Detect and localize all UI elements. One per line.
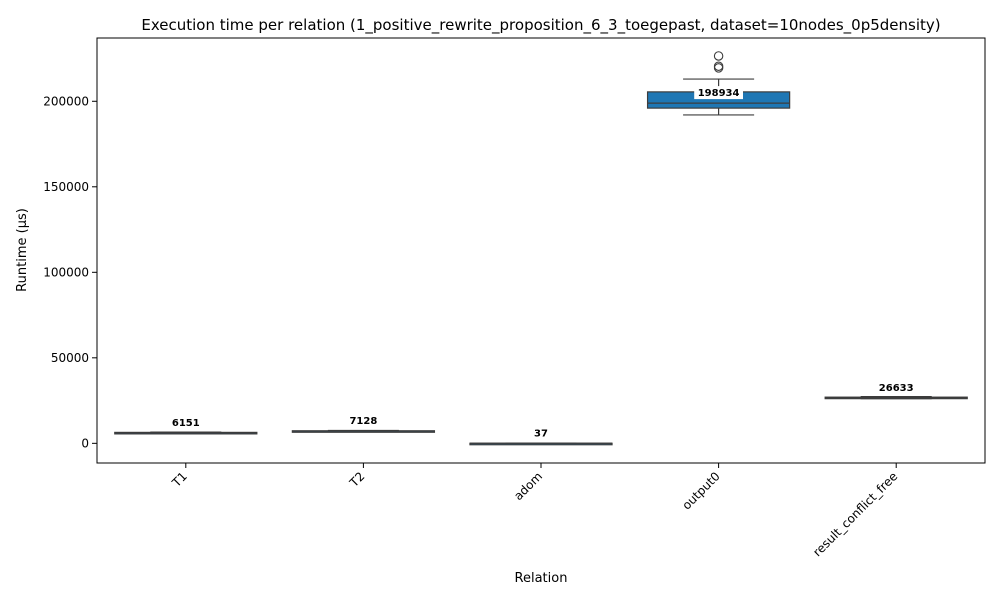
median-label-bg	[168, 415, 204, 429]
median-label: 26633	[879, 383, 914, 394]
y-tick-label: 0	[81, 436, 89, 450]
median-label: 7128	[349, 416, 377, 427]
chart-title: Execution time per relation (1_positive_…	[141, 16, 940, 35]
y-tick-label: 150000	[43, 180, 89, 194]
median-label-bg	[694, 86, 743, 100]
y-tick-label: 200000	[43, 94, 89, 108]
y-axis-label: Runtime (µs)	[15, 208, 30, 292]
box-outlier	[713, 51, 724, 61]
y-tick-label: 50000	[51, 351, 89, 365]
x-tick-label: adom	[511, 469, 545, 503]
median-label-bg	[345, 414, 381, 428]
median-label: 37	[534, 428, 548, 439]
x-tick-label: T1	[169, 469, 190, 490]
x-axis-label: Relation	[515, 571, 568, 586]
median-label: 198934	[698, 88, 740, 99]
plot-frame	[96, 37, 986, 464]
x-tick-label: T2	[346, 469, 367, 490]
x-tick-label: output0	[679, 469, 722, 512]
median-label-bg	[875, 380, 918, 394]
x-tick-label: result_conflict_free	[810, 469, 900, 559]
box-outlier	[713, 61, 724, 71]
median-label-bg	[530, 426, 552, 440]
median-label: 6151	[172, 418, 200, 429]
y-tick-label: 100000	[43, 265, 89, 279]
